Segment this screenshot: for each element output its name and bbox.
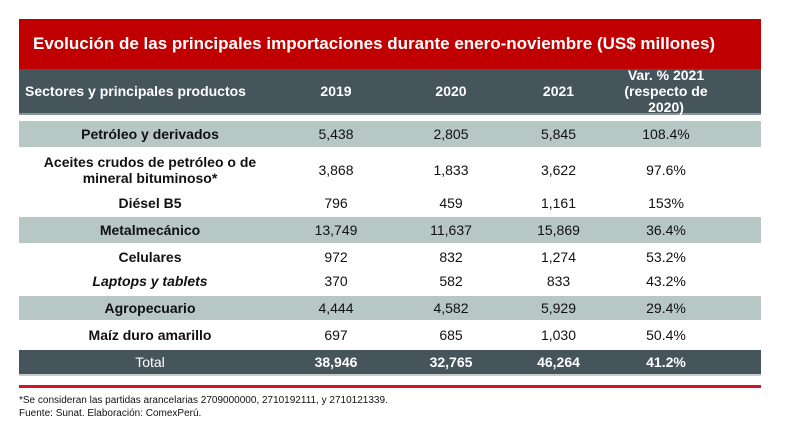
row-label: Diésel B5	[118, 195, 182, 211]
row-label: Metalmecánico	[99, 222, 201, 238]
value-2021: 833	[546, 273, 571, 289]
value-2019: 697	[324, 327, 348, 343]
header-2020: 2020	[435, 83, 467, 99]
table-row-celulares: Celulares 972 832 1,274 53.2%	[19, 245, 761, 269]
total-variation: 41.2%	[646, 354, 686, 370]
value-2021: 1,274	[540, 249, 577, 265]
source-text: Fuente: Sunat. Elaboración: ComexPerú.	[19, 408, 202, 419]
value-2019: 5,438	[318, 126, 354, 142]
total-2021: 46,264	[537, 354, 580, 370]
value-2021: 5,845	[540, 126, 577, 142]
value-2021: 3,622	[540, 162, 577, 178]
total-2019: 38,946	[314, 354, 358, 370]
value-2019: 3,868	[318, 162, 354, 178]
row-label: Celulares	[118, 249, 182, 265]
row-label-line2: mineral bituminoso*	[82, 170, 218, 186]
value-2019: 13,749	[314, 222, 358, 238]
total-2020: 32,765	[429, 354, 473, 370]
value-2019: 796	[324, 195, 348, 211]
value-2021: 1,030	[540, 327, 577, 343]
value-variation: 50.4%	[646, 327, 686, 343]
value-variation: 43.2%	[646, 273, 686, 289]
row-label: Petróleo y derivados	[81, 126, 219, 142]
value-2020: 582	[439, 273, 463, 289]
table-row-maiz: Maíz duro amarillo 697 685 1,030 50.4%	[19, 322, 761, 348]
value-2020: 4,582	[433, 300, 469, 316]
row-label: Maíz duro amarillo	[88, 327, 212, 343]
table-row-agropecuario: Agropecuario 4,444 4,582 5,929 29.4%	[19, 296, 761, 320]
value-2020: 1,833	[433, 162, 469, 178]
value-2021: 5,929	[540, 300, 577, 316]
header-sector: Sectores y principales productos	[25, 83, 246, 99]
value-variation: 53.2%	[646, 249, 686, 265]
header-variation: Var. % 2021 (respecto de 2020)	[606, 67, 726, 115]
table-row-petroleo: Petróleo y derivados 5,438 2,805 5,845 1…	[19, 121, 761, 147]
header-variation-line2: (respecto de 2020)	[624, 83, 708, 115]
table-title: Evolución de las principales importacion…	[19, 19, 761, 69]
value-2019: 972	[324, 249, 348, 265]
table-row-aceites: Aceites crudos de petróleo o de mineral …	[19, 151, 761, 189]
value-2020: 685	[439, 327, 463, 343]
value-variation: 36.4%	[646, 222, 686, 238]
value-2020: 832	[439, 249, 463, 265]
header-variation-line1: Var. % 2021	[627, 67, 705, 83]
value-variation: 97.6%	[646, 162, 686, 178]
value-2020: 11,637	[430, 222, 472, 238]
value-2019: 370	[324, 273, 348, 289]
table-row-total: Total 38,946 32,765 46,264 41.2%	[19, 350, 761, 376]
table-row-laptops: Laptops y tablets 370 582 833 43.2%	[19, 269, 761, 293]
header-2021: 2021	[542, 83, 575, 99]
row-label: Agropecuario	[104, 300, 196, 316]
total-label: Total	[135, 354, 165, 370]
footnote-text: *Se consideran las partidas arancelarias…	[19, 395, 388, 406]
row-label: Aceites crudos de petróleo o de mineral …	[19, 151, 281, 189]
footnotes: *Se consideran las partidas arancelarias…	[19, 394, 388, 420]
value-variation: 29.4%	[646, 300, 686, 316]
row-label-line1: Aceites crudos de petróleo o de	[43, 154, 257, 170]
table-row-diesel: Diésel B5 796 459 1,161 153%	[19, 190, 761, 216]
value-2019: 4,444	[318, 300, 354, 316]
row-label: Laptops y tablets	[92, 273, 208, 289]
value-variation: 108.4%	[642, 126, 690, 142]
footer-divider	[19, 385, 761, 388]
value-2021: 1,161	[540, 195, 577, 211]
value-2020: 2,805	[433, 126, 469, 142]
value-variation: 153%	[648, 195, 684, 211]
header-2019: 2019	[320, 83, 352, 99]
table-row-metalmecanico: Metalmecánico 13,749 11,637 15,869 36.4%	[19, 217, 761, 243]
value-2021: 15,869	[537, 222, 580, 238]
table-header: Sectores y principales productos 2019 20…	[19, 67, 761, 115]
value-2020: 459	[439, 195, 463, 211]
